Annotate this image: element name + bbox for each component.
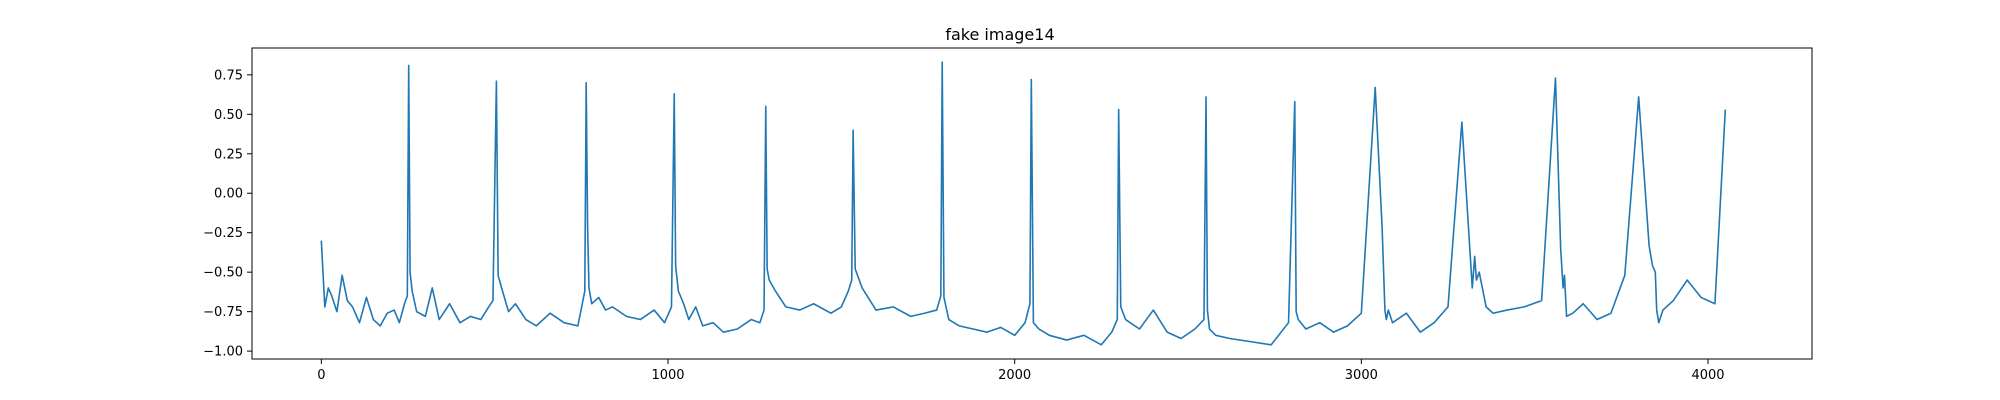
y-tick-label: −1.00	[203, 345, 243, 360]
y-tick-label: 0.00	[214, 187, 243, 202]
series-line	[320, 61, 1727, 346]
x-tick-label: 2000	[998, 368, 1031, 383]
y-tick-label: −0.75	[203, 305, 243, 320]
chart-title: fake image14	[945, 25, 1054, 44]
plot-frame	[251, 47, 1813, 360]
y-tick-label: 0.50	[214, 108, 243, 123]
x-tick-label: 0	[317, 368, 325, 383]
y-tick-label: −0.50	[203, 266, 243, 281]
y-axis: 0.75 0.50 0.25 0.00 −0.25 −0.50 −0.75 −1.00	[203, 68, 252, 360]
y-tick-label: −0.25	[203, 226, 243, 241]
x-axis: 0 1000 2000 3000 4000	[317, 359, 1725, 383]
y-tick-label: 0.25	[214, 147, 243, 162]
x-tick-label: 1000	[651, 368, 684, 383]
x-tick-label: 4000	[1691, 368, 1724, 383]
x-tick-label: 3000	[1345, 368, 1378, 383]
y-tick-label: 0.75	[214, 68, 243, 83]
